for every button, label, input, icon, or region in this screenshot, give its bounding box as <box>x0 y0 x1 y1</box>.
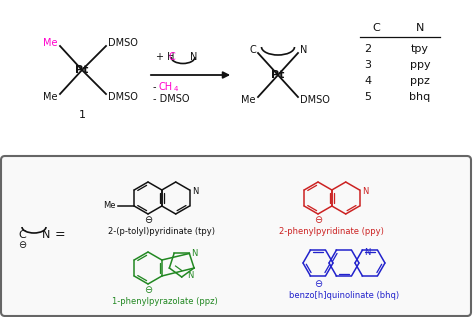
Text: DMSO: DMSO <box>108 38 138 48</box>
Text: 3: 3 <box>365 60 372 70</box>
Text: 2-phenylpyridinate (ppy): 2-phenylpyridinate (ppy) <box>279 228 384 236</box>
Text: benzo[h]quinolinate (bhq): benzo[h]quinolinate (bhq) <box>289 292 399 301</box>
Text: ppz: ppz <box>410 76 430 86</box>
Text: N: N <box>191 52 198 62</box>
Text: C: C <box>249 45 256 55</box>
Text: N: N <box>42 230 50 240</box>
FancyBboxPatch shape <box>1 156 471 316</box>
Text: Me: Me <box>103 202 115 210</box>
Text: Me: Me <box>241 95 256 105</box>
Text: ⊖: ⊖ <box>18 240 26 250</box>
Text: N: N <box>192 187 199 197</box>
Text: Me: Me <box>44 92 58 102</box>
Text: -: - <box>153 82 160 92</box>
Text: CH: CH <box>159 82 173 92</box>
Text: ⊖: ⊖ <box>144 285 152 295</box>
Text: C: C <box>372 23 380 33</box>
Text: C: C <box>18 230 26 240</box>
Text: 1: 1 <box>79 110 85 120</box>
Text: ⊖: ⊖ <box>314 279 322 289</box>
Text: N: N <box>365 248 371 256</box>
Text: - DMSO: - DMSO <box>153 94 190 104</box>
Text: N: N <box>300 45 307 55</box>
Text: ppy: ppy <box>410 60 430 70</box>
Text: Pt: Pt <box>75 65 89 75</box>
Text: DMSO: DMSO <box>300 95 330 105</box>
Text: 1-phenylpyrazolate (ppz): 1-phenylpyrazolate (ppz) <box>112 297 218 307</box>
Text: N: N <box>363 187 369 197</box>
Text: bhq: bhq <box>410 92 430 102</box>
Text: ⊖: ⊖ <box>314 215 322 225</box>
Text: + H: + H <box>156 52 174 62</box>
Text: ⊖: ⊖ <box>144 215 152 225</box>
Text: 2-(p-tolyl)pyridinate (tpy): 2-(p-tolyl)pyridinate (tpy) <box>109 228 215 236</box>
Text: C: C <box>169 52 175 62</box>
Text: DMSO: DMSO <box>108 92 138 102</box>
Text: 4: 4 <box>365 76 372 86</box>
Text: 5: 5 <box>365 92 372 102</box>
Text: tpy: tpy <box>411 44 429 54</box>
Text: 2: 2 <box>365 44 372 54</box>
Text: 4: 4 <box>174 86 178 92</box>
Text: N: N <box>187 271 193 280</box>
Text: Pt: Pt <box>271 70 285 80</box>
Text: N: N <box>191 249 198 258</box>
Text: N: N <box>416 23 424 33</box>
Text: Me: Me <box>44 38 58 48</box>
Text: =: = <box>55 229 65 242</box>
